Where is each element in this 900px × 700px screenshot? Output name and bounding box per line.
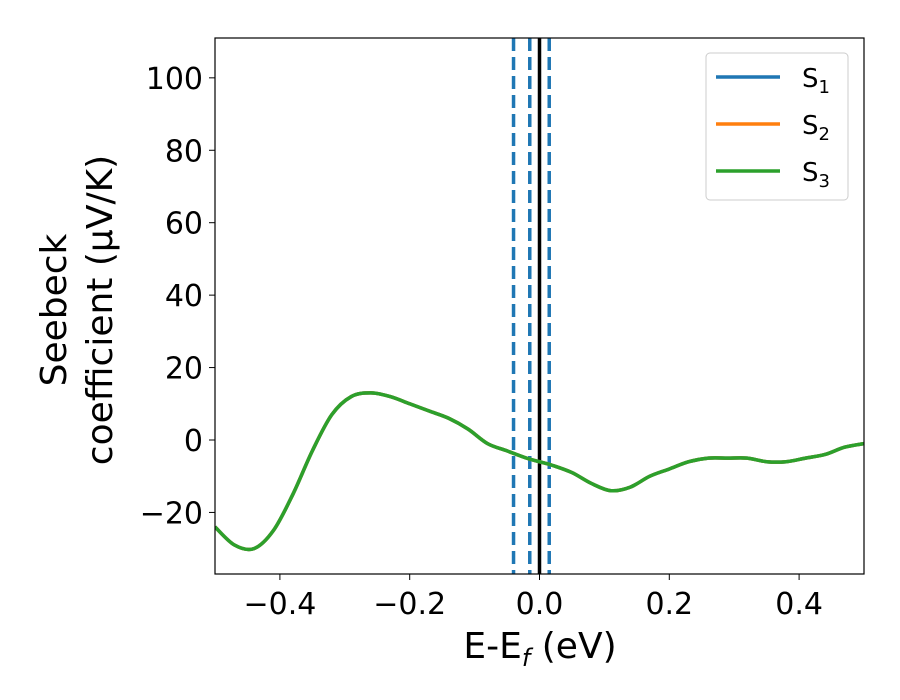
- x-tick-label: −0.2: [373, 587, 446, 622]
- y-tick-label: 40: [165, 279, 203, 314]
- y-tick-label: 100: [146, 62, 203, 97]
- x-axis-ticks: −0.4 −0.2 0.0 0.2 0.4: [243, 574, 823, 622]
- x-tick-label: 0.2: [645, 587, 693, 622]
- y-tick-label: 20: [165, 352, 203, 387]
- x-tick-label: 0.4: [775, 587, 823, 622]
- legend-label: S2: [802, 111, 830, 145]
- y-axis-label-line2: coefficient (μV/K): [80, 155, 121, 465]
- y-tick-label: −20: [140, 496, 203, 531]
- legend: S1 S2 S3: [705, 52, 849, 201]
- y-tick-label: 60: [165, 207, 203, 242]
- series-lines: [215, 391, 864, 552]
- x-tick-label: 0.0: [516, 587, 564, 622]
- legend-label: S1: [802, 64, 830, 98]
- x-axis-label-unit: (eV): [530, 626, 616, 667]
- legend-box: [705, 52, 849, 201]
- vertical-markers: [511, 38, 551, 574]
- y-axis-ticks: −20 0 20 40 60 80 100: [140, 62, 215, 531]
- series-line-s3: [215, 391, 864, 552]
- x-axis-label: E-Ef (eV): [463, 626, 616, 672]
- y-axis-label: Seebeck coefficient (μV/K): [34, 155, 121, 465]
- x-axis-label-main: E-E: [463, 626, 521, 667]
- y-axis-label-line1: Seebeck: [34, 233, 75, 386]
- y-tick-label: 80: [165, 134, 203, 169]
- y-tick-label: 0: [184, 424, 203, 459]
- x-tick-label: −0.4: [243, 587, 316, 622]
- legend-label: S3: [802, 158, 830, 192]
